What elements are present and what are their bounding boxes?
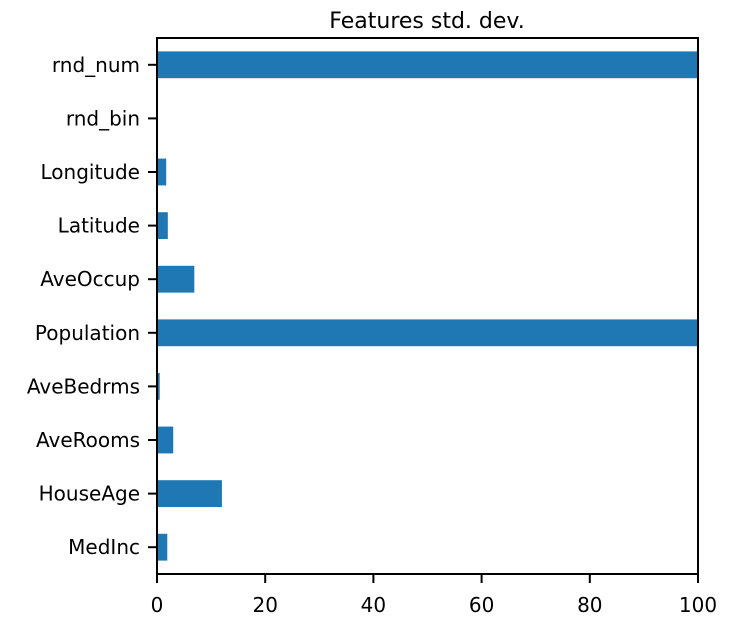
x-tick-label-0: 0 xyxy=(151,593,164,617)
y-tick-label-population: Population xyxy=(35,321,140,345)
bar-population xyxy=(157,319,698,347)
bar-latitude xyxy=(157,212,168,239)
bars-layer xyxy=(157,51,698,561)
bar-houseage xyxy=(157,480,222,507)
bar-rnd-num xyxy=(157,51,698,79)
x-tick-label-20: 20 xyxy=(252,593,277,617)
y-tick-label-houseage: HouseAge xyxy=(39,482,140,506)
y-tick-label-rnd-bin: rnd_bin xyxy=(66,106,140,130)
y-tick-label-averooms: AveRooms xyxy=(36,428,140,452)
y-tick-label-aveoccup: AveOccup xyxy=(40,267,140,291)
x-tick-label-80: 80 xyxy=(577,593,602,617)
x-tick-label-60: 60 xyxy=(469,593,494,617)
bar-medinc xyxy=(157,533,168,561)
y-tick-label-avebedrms: AveBedrms xyxy=(27,374,140,398)
bar-longitude xyxy=(157,158,167,186)
x-tick-label-40: 40 xyxy=(361,593,386,617)
chart-title: Features std. dev. xyxy=(329,9,524,34)
ticks-layer: MedInc HouseAge AveRooms AveBedrms Populatio… xyxy=(27,53,717,617)
bar-averooms xyxy=(157,426,174,454)
y-tick-label-longitude: Longitude xyxy=(41,160,140,184)
y-tick-label-rnd-num: rnd_num xyxy=(52,53,140,77)
plot-frame xyxy=(156,37,699,575)
bar-avebedrms xyxy=(157,373,160,400)
bar-aveoccup xyxy=(157,265,195,293)
x-tick-label-100: 100 xyxy=(679,593,717,617)
y-tick-label-latitude: Latitude xyxy=(58,214,140,238)
y-tick-label-medinc: MedInc xyxy=(68,535,140,559)
